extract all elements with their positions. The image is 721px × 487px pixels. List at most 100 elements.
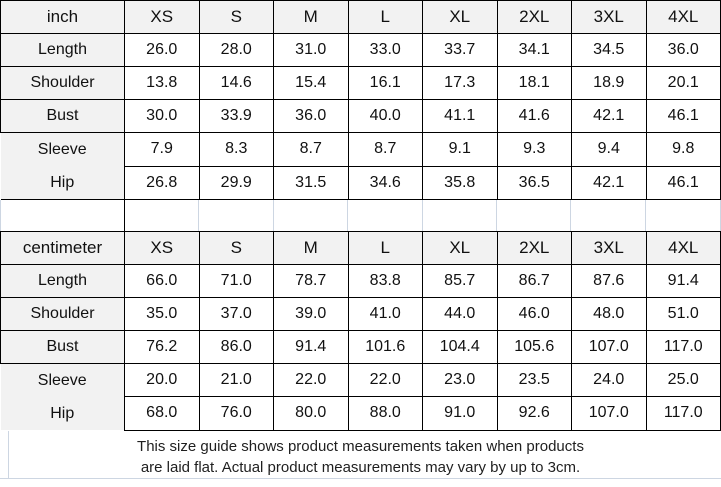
- spacer-cell: [497, 200, 572, 231]
- size-header-cell: S: [198, 231, 274, 265]
- measurement-row: 26.8 29.9 31.5 34.6 35.8 36.5 42.1 46.1: [1, 165, 721, 200]
- size-header-cell: S: [198, 0, 274, 34]
- measurement-value-cell: 91.0: [422, 396, 498, 431]
- measurement-value-cell: 8.3: [198, 132, 274, 167]
- size-header-row: inch XS S M L XL 2XL 3XL 4XL: [0, 0, 721, 34]
- measurement-value-cell: 101.6: [347, 330, 423, 364]
- measurement-value-cell: 76.0: [198, 396, 274, 431]
- measurement-value-cell: 51.0: [645, 297, 721, 331]
- size-header-cell: 3XL: [571, 231, 647, 265]
- measurement-value-cell: 78.7: [273, 264, 349, 298]
- measurement-value-cell: 31.5: [273, 165, 349, 200]
- measurement-value-cell: 25.0: [645, 362, 721, 398]
- spacer-row: [0, 200, 721, 231]
- measurement-value-cell: 35.8: [422, 165, 498, 200]
- note-line-1: This size guide shows product measuremen…: [137, 437, 584, 455]
- measurement-label: Sleeve: [37, 140, 87, 158]
- spacer-cell: [646, 200, 720, 231]
- measurement-value-cell: 46.0: [496, 297, 572, 331]
- measurement-row: Length 26.0 28.0 31.0 33.0 33.7 34.1 34.5 36.0: [0, 33, 721, 67]
- measurement-value-cell: 22.0: [273, 362, 349, 398]
- unit-header-cell: centimeter: [0, 231, 125, 265]
- measurement-row: 68.0 76.0 80.0 88.0 91.0 92.6 107.0 117.0: [1, 396, 721, 431]
- measurement-label: Sleeve: [37, 371, 87, 389]
- measurement-value-cell: 36.5: [496, 165, 572, 200]
- measurement-row: Sleeve Hip 20.0 21.0 22.0 22.0 23.0 23.5 24.0 25.…: [0, 362, 721, 430]
- note-line-2: are laid flat. Actual product measuremen…: [140, 459, 581, 477]
- measurement-value-cell: 17.3: [422, 66, 498, 100]
- size-header-cell: XS: [124, 231, 200, 265]
- measurement-label-cell: Shoulder: [0, 297, 125, 331]
- measurement-row: Shoulder 35.0 37.0 39.0 41.0 44.0 46.0 48.0 51.0: [0, 297, 721, 331]
- measurement-row: Shoulder 13.8 14.6 15.4 16.1 17.3 18.1 18.9 20.1: [0, 66, 721, 100]
- measurement-value-cell: 36.0: [273, 99, 349, 133]
- size-header-cell: XL: [422, 0, 498, 34]
- measurement-value-cell: 8.7: [347, 132, 423, 167]
- measurement-value-cell: 7.9: [124, 132, 200, 167]
- measurement-value-cell: 41.1: [422, 99, 498, 133]
- measurement-value-cell: 41.0: [347, 297, 423, 331]
- measurement-value-cell: 9.8: [645, 132, 721, 167]
- measurement-value-cell: 91.4: [273, 330, 349, 364]
- measurement-row: Length 66.0 71.0 78.7 83.8 85.7 86.7 87.6 91.4: [0, 264, 721, 298]
- measurement-row: Bust 76.2 86.0 91.4 101.6 104.4 105.6 107.0 117.…: [0, 330, 721, 364]
- spacer-cell: [199, 200, 274, 231]
- measurement-value-cell: 104.4: [422, 330, 498, 364]
- measurement-value-cell: 22.0: [347, 362, 423, 398]
- sleeve-hip-label-cell: Sleeve Hip: [0, 132, 125, 200]
- size-header-cell: 2XL: [496, 231, 572, 265]
- measurement-value-cell: 28.0: [198, 33, 274, 67]
- measurement-value-cell: 24.0: [571, 362, 647, 398]
- measurement-value-cell: 16.1: [347, 66, 423, 100]
- measurement-value-cell: 33.9: [198, 99, 274, 133]
- measurement-value-cell: 46.1: [645, 99, 721, 133]
- size-header-cell: XL: [422, 231, 498, 265]
- spacer-cell: [125, 200, 200, 231]
- size-header-cell: 3XL: [571, 0, 647, 34]
- measurement-label-cell: Bust: [0, 99, 125, 133]
- measurement-value-cell: 40.0: [347, 99, 423, 133]
- size-header-cell: M: [273, 0, 349, 34]
- measurement-row: Sleeve Hip 7.9 8.3 8.7 8.7 9.1 9.3 9.4 9.8: [0, 132, 721, 200]
- measurement-label-cell: Length: [0, 33, 125, 67]
- measurement-value-cell: 14.6: [198, 66, 274, 100]
- centimeter-size-table: centimeter XS S M L XL 2XL 3XL 4XL Length 66.0 71.0…: [0, 231, 721, 431]
- measurement-value-cell: 21.0: [198, 362, 274, 398]
- measurement-value-cell: 34.6: [347, 165, 423, 200]
- measurement-value-cell: 34.5: [571, 33, 647, 67]
- measurement-value-cell: 26.0: [124, 33, 200, 67]
- measurement-value-cell: 117.0: [645, 396, 721, 431]
- measurement-value-cell: 20.0: [124, 362, 200, 398]
- measurement-label: Hip: [50, 404, 75, 422]
- measurement-value-cell: 80.0: [273, 396, 349, 431]
- spacer-cell: [571, 200, 646, 231]
- measurement-value-cell: 9.3: [496, 132, 572, 167]
- measurement-label-cell: Length: [0, 264, 125, 298]
- measurement-label-cell: Bust: [0, 330, 125, 364]
- size-header-cell: M: [273, 231, 349, 265]
- size-header-cell: L: [347, 231, 423, 265]
- measurement-value-cell: 39.0: [273, 297, 349, 331]
- measurement-value-cell: 18.9: [571, 66, 647, 100]
- measurement-value-cell: 76.2: [124, 330, 200, 364]
- size-header-cell: L: [347, 0, 423, 34]
- measurement-value-cell: 15.4: [273, 66, 349, 100]
- inch-size-table: inch XS S M L XL 2XL 3XL 4XL Length 26.0 28.0 31.0 33…: [0, 0, 721, 200]
- spacer-cell: [423, 200, 497, 231]
- faint-horizontal-gridline: [0, 477, 721, 479]
- measurement-value-cell: 26.8: [124, 165, 200, 200]
- sleeve-hip-label-cell: Sleeve Hip: [0, 363, 125, 430]
- measurement-value-cell: 23.0: [422, 362, 498, 398]
- size-header-cell: XS: [124, 0, 200, 34]
- measurement-value-cell: 107.0: [571, 396, 647, 431]
- measurement-value-cell: 9.4: [571, 132, 647, 167]
- measurement-value-cell: 87.6: [571, 264, 647, 298]
- measurement-value-cell: 85.7: [422, 264, 498, 298]
- measurement-value-cell: 33.7: [422, 33, 498, 67]
- measurement-value-cell: 36.0: [645, 33, 721, 67]
- measurement-value-cell: 105.6: [496, 330, 572, 364]
- measurement-value-cell: 117.0: [645, 330, 721, 364]
- size-header-cell: 2XL: [496, 0, 572, 34]
- measurement-value-cell: 20.1: [645, 66, 721, 100]
- measurement-value-cell: 66.0: [124, 264, 200, 298]
